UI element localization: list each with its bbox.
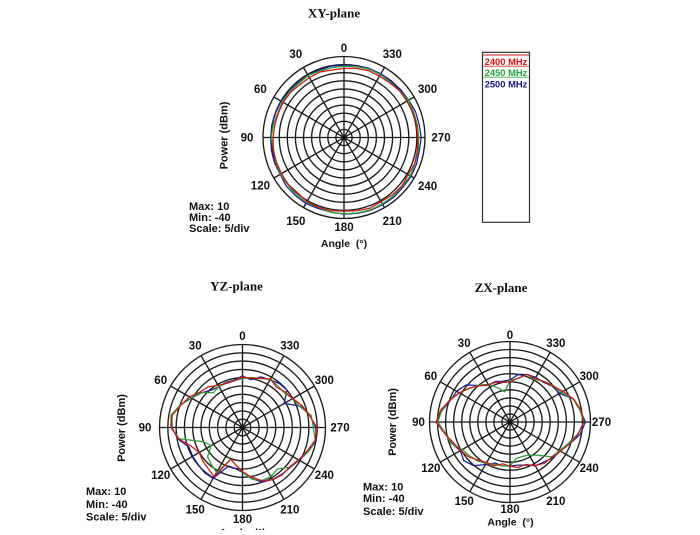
svg-text:120: 120 [151, 470, 170, 482]
svg-text:210: 210 [383, 216, 402, 228]
svg-text:Angle (°): Angle (°) [487, 517, 533, 529]
svg-text:Power (dBm): Power (dBm) [387, 388, 399, 456]
svg-text:Power (dBm): Power (dBm) [116, 394, 128, 462]
svg-text:Max: 10: Max: 10 [189, 201, 229, 213]
svg-text:300: 300 [315, 375, 334, 387]
svg-text:0: 0 [507, 330, 513, 342]
svg-text:ZX-plane: ZX-plane [475, 280, 528, 295]
svg-text:180: 180 [500, 504, 519, 516]
svg-text:2500 MHz: 2500 MHz [485, 78, 528, 89]
svg-text:YZ-plane: YZ-plane [210, 279, 263, 294]
svg-text:Angle (°): Angle (°) [321, 238, 367, 250]
svg-text:90: 90 [241, 133, 254, 145]
svg-text:2450 MHz: 2450 MHz [485, 67, 528, 78]
svg-text:210: 210 [280, 504, 299, 516]
svg-text:90: 90 [412, 417, 425, 429]
svg-text:210: 210 [546, 496, 565, 508]
svg-text:Scale: 5/div: Scale: 5/div [189, 223, 250, 235]
svg-text:90: 90 [139, 423, 152, 435]
svg-text:300: 300 [418, 84, 437, 96]
svg-text:Max: 10: Max: 10 [86, 486, 126, 498]
svg-text:330: 330 [546, 338, 565, 350]
svg-text:150: 150 [186, 504, 205, 516]
svg-text:60: 60 [254, 84, 267, 96]
svg-text:30: 30 [289, 49, 302, 61]
svg-text:0: 0 [341, 43, 347, 55]
svg-text:240: 240 [315, 470, 334, 482]
svg-text:300: 300 [580, 371, 599, 383]
svg-text:330: 330 [383, 49, 402, 61]
svg-text:60: 60 [154, 375, 167, 387]
svg-text:240: 240 [418, 181, 437, 193]
svg-text:240: 240 [580, 463, 599, 475]
svg-text:0: 0 [239, 331, 245, 343]
svg-text:Scale: 5/div: Scale: 5/div [86, 512, 147, 524]
svg-text:120: 120 [251, 181, 270, 193]
svg-text:150: 150 [455, 496, 474, 508]
svg-text:120: 120 [421, 463, 440, 475]
svg-text:30: 30 [189, 341, 202, 353]
svg-text:Power (dBm): Power (dBm) [219, 101, 231, 169]
svg-text:Max: 10: Max: 10 [363, 481, 403, 493]
svg-text:30: 30 [458, 338, 471, 350]
svg-text:180: 180 [233, 514, 252, 526]
svg-text:Min: -40: Min: -40 [363, 493, 405, 505]
svg-text:270: 270 [592, 417, 611, 429]
svg-text:270: 270 [431, 133, 450, 145]
svg-text:2400 MHz: 2400 MHz [485, 56, 528, 67]
svg-text:Min: -40: Min: -40 [86, 499, 128, 511]
svg-text:XY-plane: XY-plane [308, 6, 360, 21]
svg-text:270: 270 [330, 423, 349, 435]
svg-text:Scale: 5/div: Scale: 5/div [363, 506, 424, 518]
svg-text:180: 180 [334, 222, 353, 234]
svg-text:60: 60 [424, 371, 437, 383]
svg-text:330: 330 [280, 341, 299, 353]
svg-text:150: 150 [286, 216, 305, 228]
svg-text:Min: -40: Min: -40 [189, 212, 231, 224]
